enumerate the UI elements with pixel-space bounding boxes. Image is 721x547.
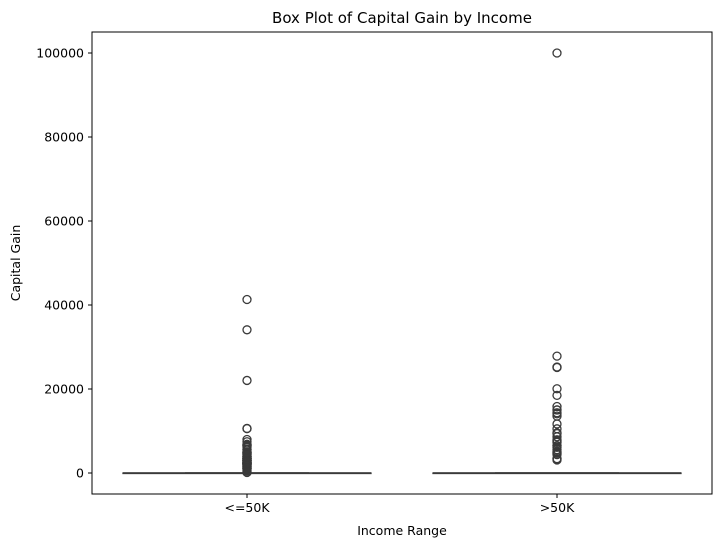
- y-tick-label: 100000: [36, 46, 84, 61]
- outlier-point: [552, 408, 562, 418]
- y-tick-label: 20000: [44, 382, 84, 397]
- outlier-point: [242, 434, 252, 445]
- outlier-point: [552, 405, 562, 415]
- outlier-point: [552, 401, 562, 412]
- outlier-point: [552, 424, 562, 434]
- y-tick-label: 0: [76, 466, 84, 481]
- outlier-point: [242, 439, 252, 449]
- outlier-point: [242, 325, 252, 335]
- y-tick-label: 40000: [44, 298, 84, 313]
- plot-area: [122, 48, 682, 478]
- outlier-point: [552, 428, 562, 438]
- outlier-point: [552, 48, 562, 58]
- y-axis-label: Capital Gain: [8, 225, 23, 302]
- outlier-point: [242, 294, 252, 305]
- outlier-point: [552, 351, 562, 361]
- y-axis: 0 20000 40000 60000 80000 100000: [36, 46, 92, 481]
- x-tick-label: >50K: [540, 500, 575, 515]
- outlier-point: [552, 390, 562, 401]
- plot-frame: [91, 31, 713, 495]
- x-axis-label: Income Range: [357, 523, 447, 538]
- y-tick-label: 80000: [44, 130, 84, 145]
- outlier-point: [242, 423, 252, 434]
- x-tick-label: <=50K: [224, 500, 270, 515]
- box-group: [432, 48, 682, 475]
- x-axis: <=50K >50K: [224, 494, 575, 515]
- y-tick-label: 60000: [44, 214, 84, 229]
- outlier-point: [552, 440, 562, 451]
- chart-title: Box Plot of Capital Gain by Income: [272, 9, 532, 27]
- box-group: [122, 294, 372, 478]
- outlier-point: [552, 384, 562, 394]
- outlier-point: [242, 375, 252, 386]
- outlier-point: [552, 362, 562, 372]
- outlier-point: [552, 435, 562, 445]
